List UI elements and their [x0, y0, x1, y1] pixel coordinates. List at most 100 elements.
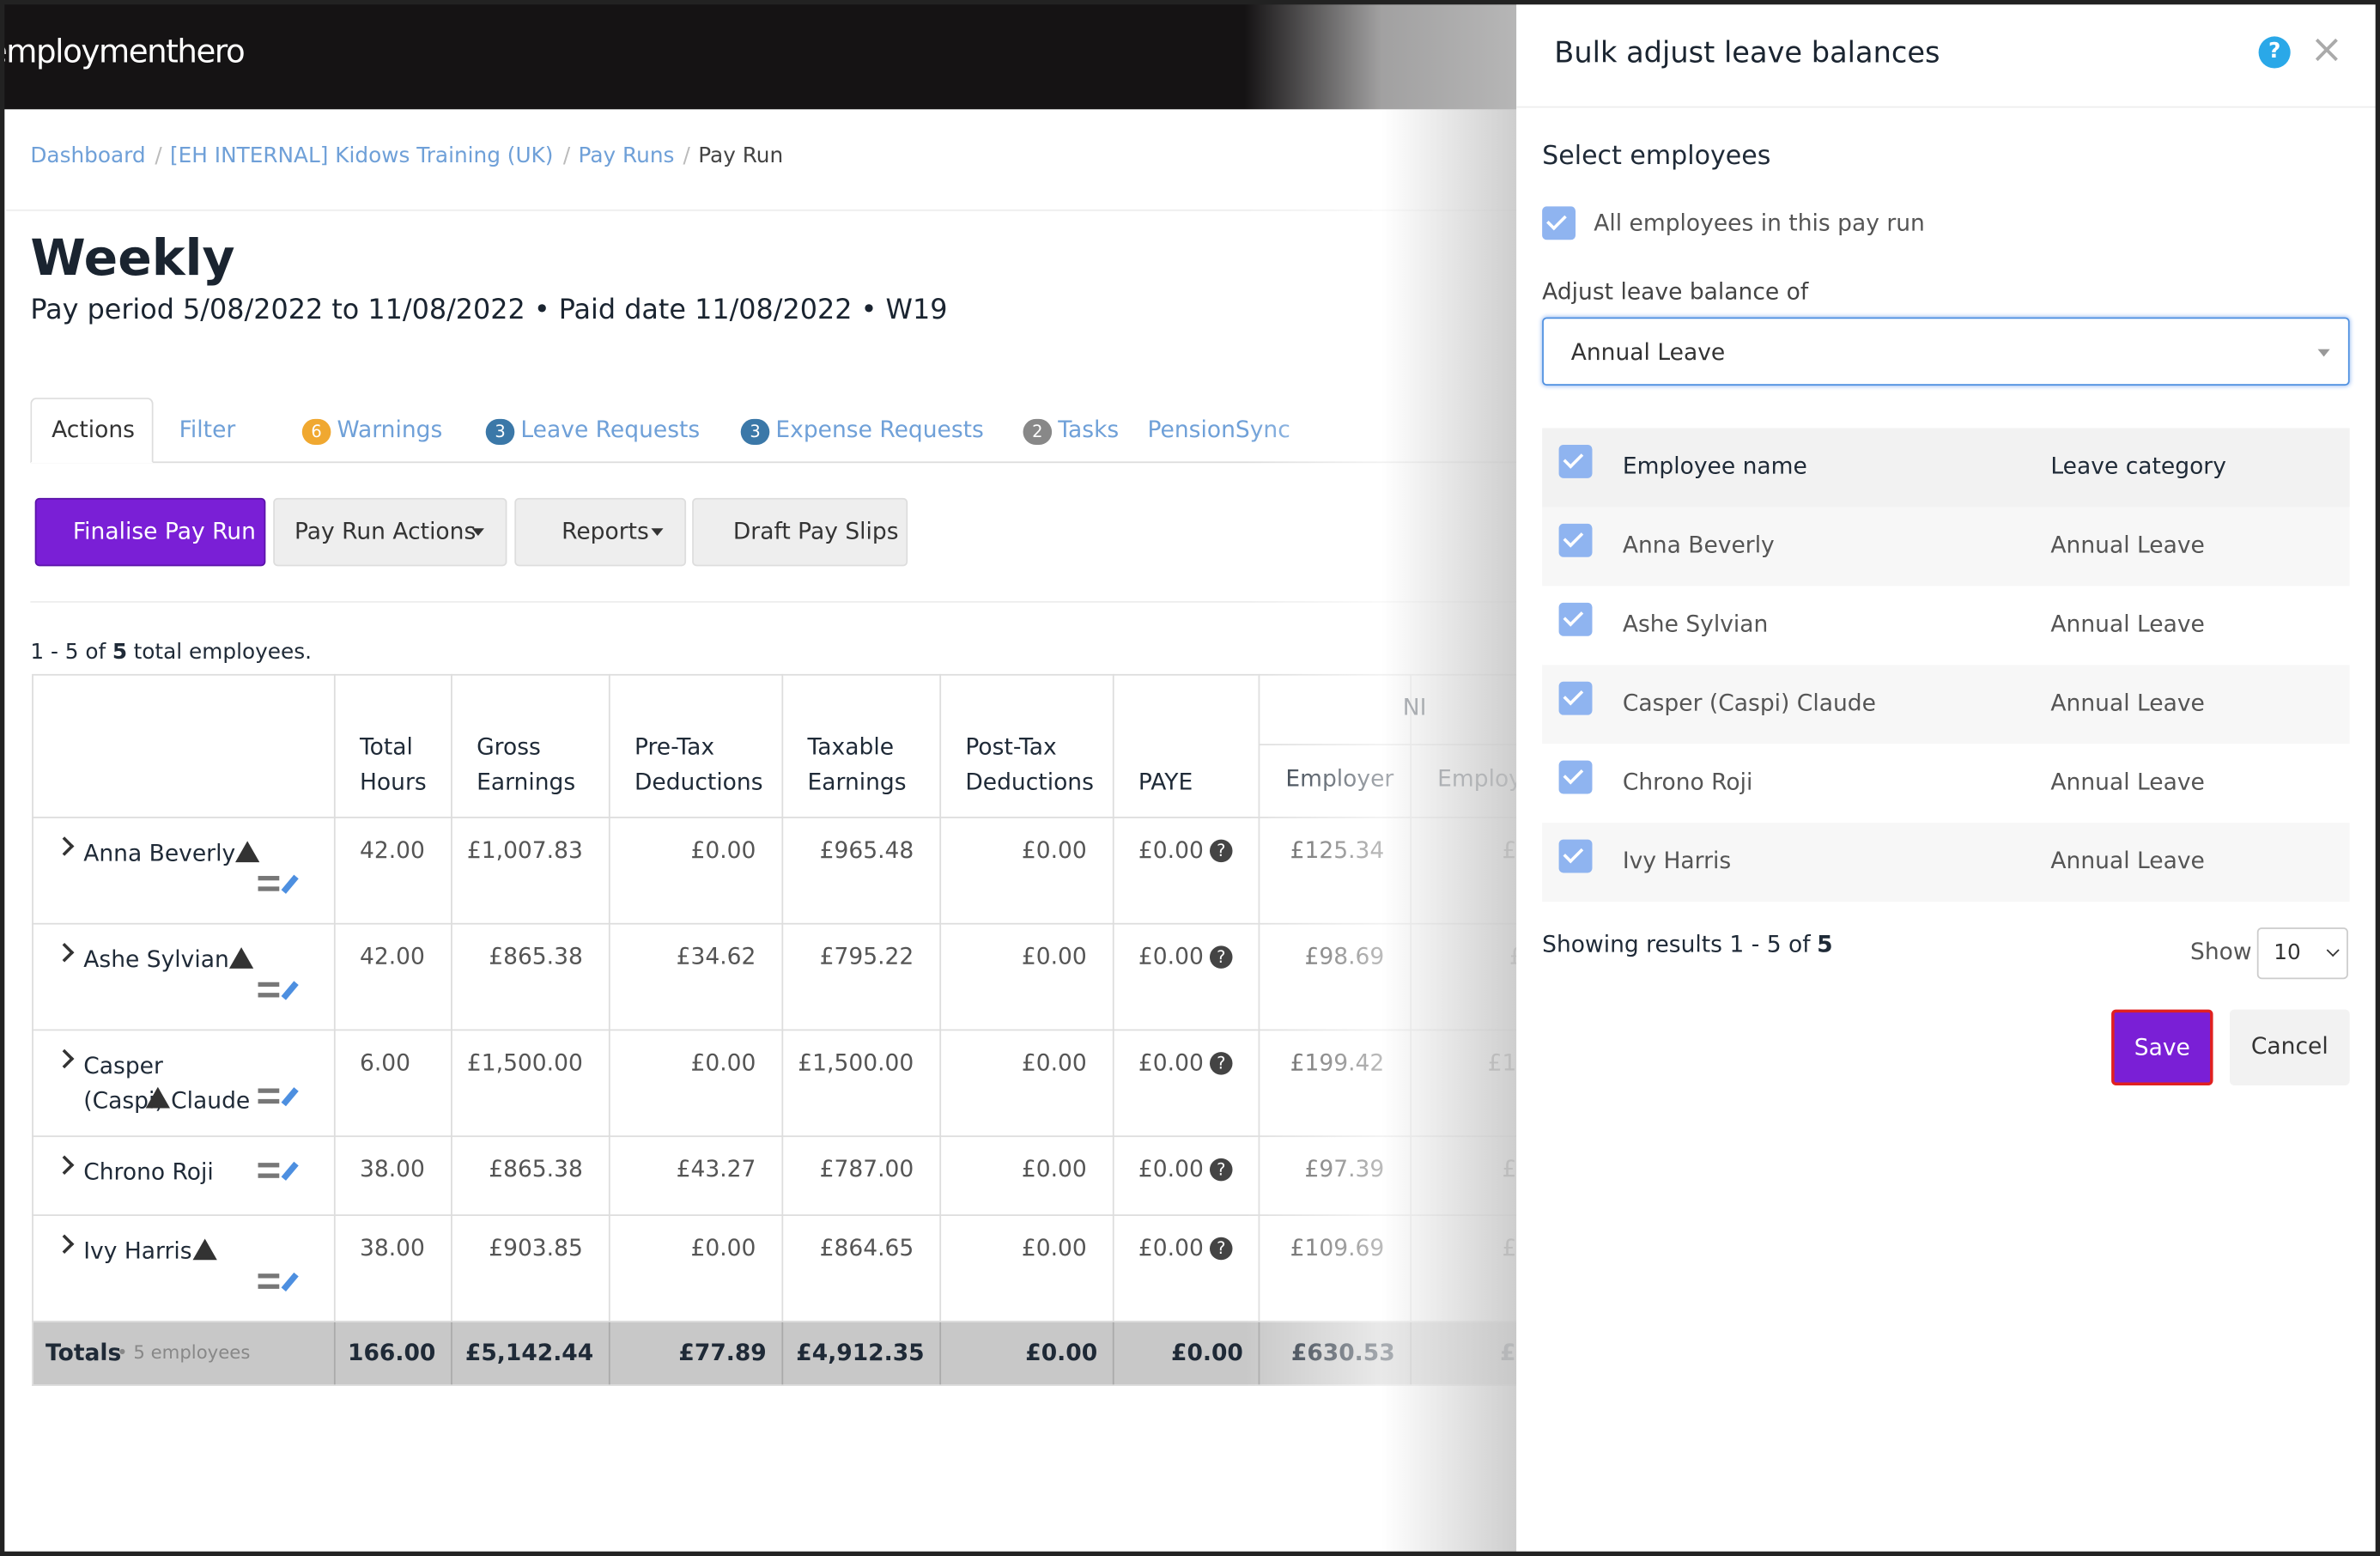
button[interactable]: Reports: [514, 497, 687, 567]
badge: 2: [1023, 418, 1053, 445]
checkbox[interactable]: [1558, 523, 1593, 557]
cell: £1,007.83: [466, 836, 583, 864]
cell: £865.38: [489, 1155, 583, 1183]
cell: 38.00: [359, 1155, 425, 1183]
help-icon[interactable]: ?: [2258, 36, 2291, 69]
cell: 38.00: [359, 1234, 425, 1262]
tab[interactable]: Actions: [52, 416, 135, 444]
total-cell: £0.00: [1170, 1339, 1243, 1367]
cell: £0.00: [1021, 942, 1087, 970]
tab[interactable]: Tasks: [1058, 416, 1120, 444]
checkbox[interactable]: [1542, 206, 1576, 240]
help-icon: ?: [1209, 1158, 1233, 1182]
separator: /: [683, 143, 690, 169]
field-label: Adjust leave balance of: [1542, 277, 1809, 306]
cell: £1,500.00: [798, 1048, 914, 1077]
button-label: Cancel: [2250, 1032, 2328, 1060]
breadcrumb[interactable]: Dashboard: [30, 143, 146, 169]
button[interactable]: Pay Run Actions: [273, 497, 507, 567]
logo: employmenthero: [0, 33, 246, 70]
tab[interactable]: Warnings: [337, 416, 443, 444]
cell: £795.22: [819, 942, 914, 970]
panel-shadow: [1244, 0, 1518, 1556]
summary-count: 5: [112, 641, 128, 666]
show-select[interactable]: 10: [2256, 927, 2348, 980]
list-icon[interactable]: [258, 982, 280, 998]
button-label: Finalise Pay Run: [72, 517, 256, 545]
col-line: [781, 1322, 784, 1385]
employee-name: Ivy Harris: [1622, 847, 1732, 875]
breadcrumb[interactable]: Pay Runs: [578, 143, 675, 169]
results-count: 5: [1817, 930, 1833, 958]
cell: £0.00: [1021, 1155, 1087, 1183]
table-row: [1542, 586, 2350, 666]
divider: [6, 209, 1518, 211]
cell: £965.48: [819, 836, 914, 864]
leave-category: Annual Leave: [2050, 531, 2205, 559]
employee-name: Casper (Caspi) Claude: [83, 1052, 251, 1115]
cell: £0.00: [1021, 1048, 1087, 1077]
check-mark: [1563, 605, 1584, 627]
button[interactable]: Finalise Pay Run: [34, 497, 266, 567]
row-line: [32, 1320, 1579, 1322]
list-icon[interactable]: [258, 876, 280, 891]
cell: £903.85: [489, 1234, 583, 1262]
row-line: [32, 817, 1579, 818]
list-icon[interactable]: [258, 1088, 280, 1104]
col-line: [939, 1322, 942, 1385]
select[interactable]: Annual Leave: [1542, 317, 2350, 386]
employee-name: Ashe Sylvian: [1622, 610, 1769, 638]
totals-note: • 5 employees: [117, 1341, 251, 1364]
breadcrumb[interactable]: [EH INTERNAL] Kidows Training (UK): [170, 143, 554, 169]
column-header: Total Hours: [359, 732, 427, 796]
col-line: [608, 1322, 610, 1385]
cell: £864.65: [819, 1234, 914, 1262]
caret: [471, 528, 484, 537]
badge: 6: [301, 418, 331, 445]
list-icon[interactable]: [258, 1273, 280, 1289]
table-header: [1542, 428, 2350, 508]
checkbox[interactable]: [1558, 444, 1593, 478]
check-mark: [1563, 763, 1584, 785]
checkbox[interactable]: [1558, 839, 1593, 873]
list-icon[interactable]: [258, 1163, 280, 1178]
row-line: [32, 1384, 1579, 1387]
checkbox-label: All employees in this pay run: [1594, 209, 1925, 237]
cell: £865.38: [489, 942, 583, 970]
employee-name: Ashe Sylvian: [83, 945, 229, 974]
cell: £0.00: [690, 1048, 756, 1077]
help-icon: ?: [1209, 945, 1233, 969]
checkbox[interactable]: [1558, 602, 1593, 636]
close-icon[interactable]: ×: [2310, 27, 2344, 73]
button[interactable]: Draft Pay Slips: [692, 497, 908, 567]
row-line: [32, 1135, 1579, 1138]
summary: total employees.: [133, 641, 312, 666]
tab[interactable]: Filter: [179, 416, 236, 444]
cell: 42.00: [359, 942, 425, 970]
check-mark: [1563, 684, 1584, 706]
button-label: Draft Pay Slips: [732, 517, 899, 545]
badge: 3: [485, 418, 515, 445]
employee-name: Casper (Caspi) Claude: [1622, 689, 1876, 717]
column-header: Post-Tax Deductions: [965, 732, 1094, 796]
button-label: Pay Run Actions: [294, 517, 477, 545]
employee-name: Chrono Roji: [1622, 768, 1753, 796]
divider: [30, 601, 1518, 603]
table-row: [1542, 665, 2350, 745]
badge: 3: [740, 418, 770, 445]
employee-name: Ivy Harris: [83, 1237, 192, 1265]
cancel-button[interactable]: Cancel: [2229, 1009, 2350, 1085]
column-header: Employee name: [1622, 452, 1807, 480]
column-header: Taxable Earnings: [807, 732, 907, 796]
tabs-line: [30, 461, 1518, 464]
checkbox[interactable]: [1558, 681, 1593, 715]
save-button[interactable]: Save: [2111, 1009, 2213, 1085]
separator: /: [562, 143, 571, 169]
tab[interactable]: Expense Requests: [775, 416, 984, 444]
checkbox[interactable]: [1558, 760, 1593, 794]
caret: [2326, 944, 2340, 957]
cell: £0.00: [1138, 836, 1204, 864]
tab[interactable]: Leave Requests: [520, 416, 701, 444]
column-header: Pre-Tax Deductions: [634, 732, 763, 796]
active-tab: [30, 398, 154, 464]
